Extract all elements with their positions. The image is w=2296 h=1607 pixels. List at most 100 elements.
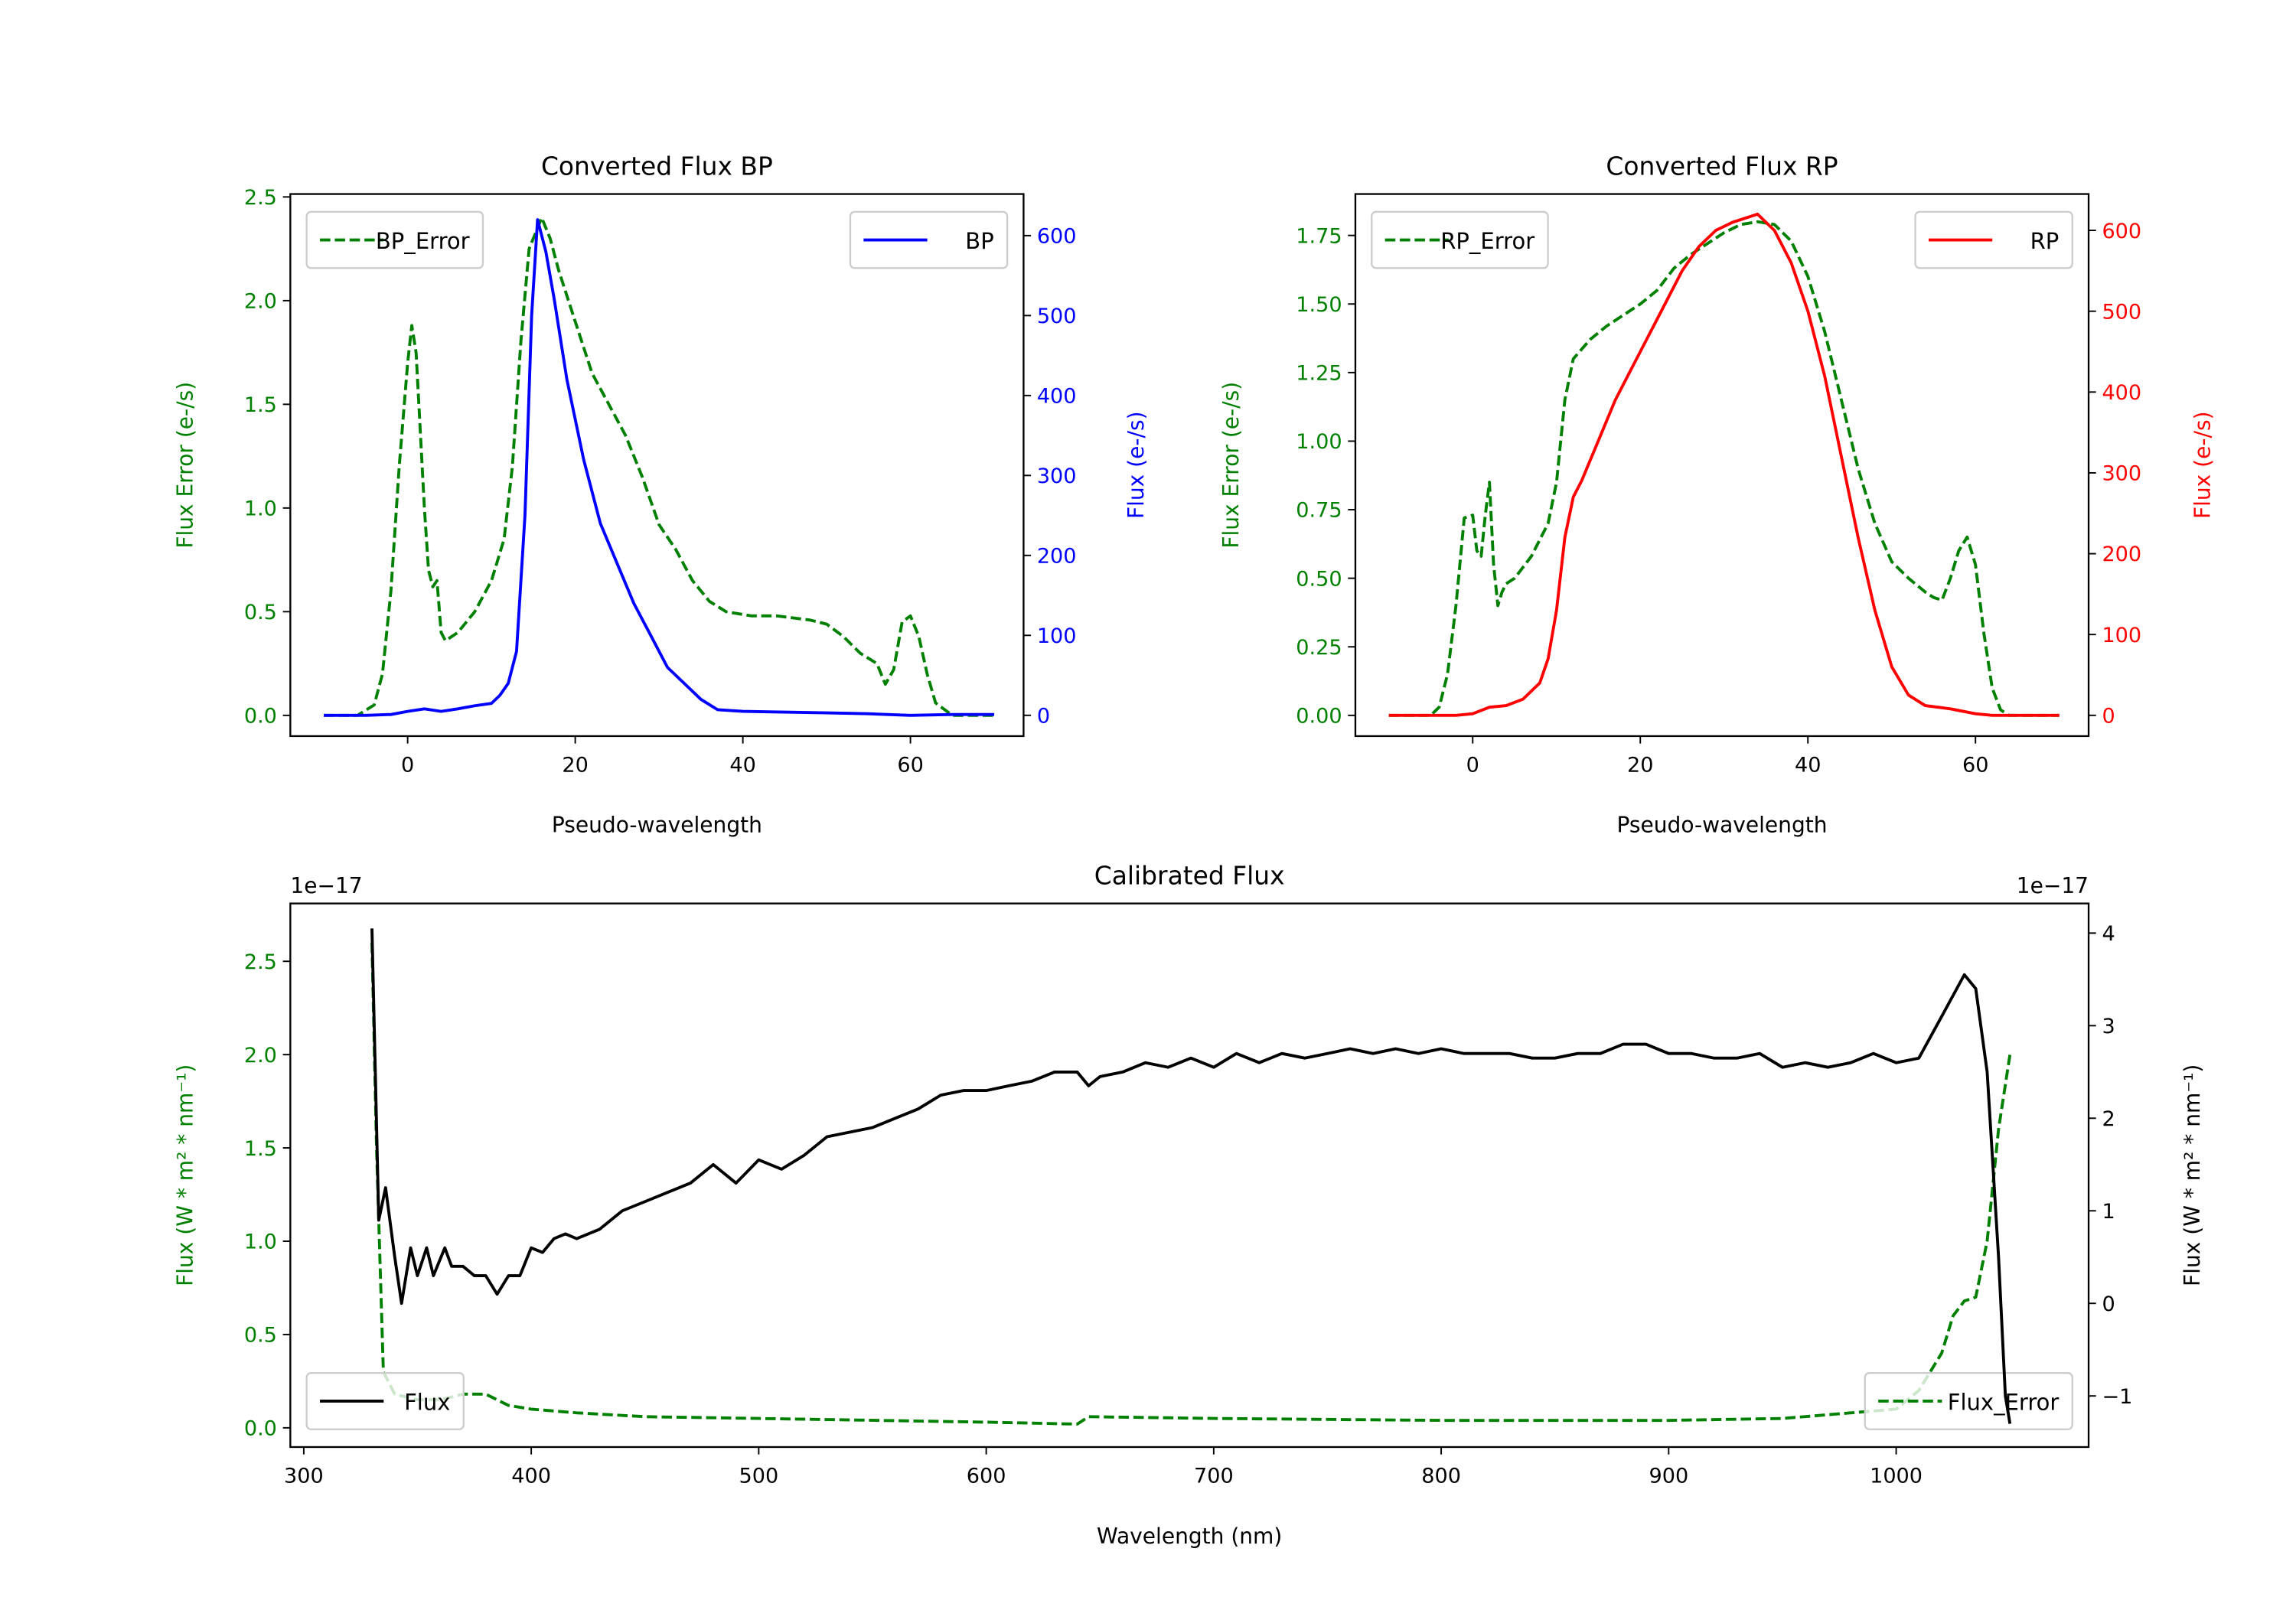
left-y-tick-label: 2.0	[244, 290, 277, 314]
left-y-tick-label: 1.5	[244, 1137, 277, 1161]
legend-bp-error: BP_Error	[305, 210, 484, 269]
right-y-tick-label: 500	[2102, 300, 2141, 324]
right-y-tick-label: 100	[1037, 624, 1077, 648]
legend-rp: RP	[1914, 210, 2073, 269]
left-y-axis-label: Flux (W * m² * nm⁻¹)	[173, 1064, 198, 1286]
legend-label: Flux	[404, 1390, 450, 1416]
legend-box	[1864, 1372, 2073, 1430]
x-tick-label: 400	[511, 1464, 551, 1488]
right-y-tick-label: 600	[2102, 220, 2141, 243]
right-y-tick-label: 200	[1037, 544, 1077, 568]
x-tick-label: 40	[1795, 753, 1821, 777]
x-tick-label: 60	[1962, 753, 1988, 777]
left-y-tick-label: 0.5	[244, 1324, 277, 1348]
right-y-tick-label: 300	[2102, 462, 2141, 486]
x-tick-label: 900	[1649, 1464, 1688, 1488]
left-y-tick-label: 0.0	[244, 705, 277, 729]
x-axis-label: Pseudo-wavelength	[552, 813, 762, 838]
x-tick-label: 0	[401, 753, 414, 777]
series-line-flux	[370, 928, 2012, 1424]
legend-flux: Flux	[305, 1372, 465, 1430]
chart-calibrated-flux: Calibrated Flux Wavelength (nm) Flux (W * …	[173, 860, 2206, 1548]
left-y-tick-label: 1.00	[1296, 430, 1342, 454]
x-axis-label: Pseudo-wavelength	[1616, 813, 1827, 838]
right-y-axis-label: Flux (e-/s)	[2190, 411, 2216, 519]
chart-converted-flux-rp: Converted Flux RP Pseudo-wavelength Flux E…	[1218, 151, 2216, 837]
legend-rp-error: RP_Error	[1371, 210, 1549, 269]
left-y-axis-label: Flux Error (e-/s)	[1218, 382, 1244, 549]
series-line-bp-error	[324, 216, 995, 717]
left-y-tick-label: 0.0	[244, 1417, 277, 1441]
x-tick-label: 800	[1421, 1464, 1461, 1488]
right-y-tick-label: 400	[2102, 381, 2141, 405]
right-y-tick-label: 0	[1037, 704, 1050, 728]
series-line-rp-error	[1388, 220, 2060, 717]
left-y-axis-label: Flux Error (e-/s)	[173, 382, 198, 549]
left-y-tick-label: 1.5	[244, 393, 277, 417]
right-y-tick-label: 300	[1037, 464, 1077, 488]
right-y-tick-label: 400	[1037, 385, 1077, 409]
right-y-tick-label: 3	[2102, 1015, 2115, 1038]
left-y-tick-label: 0.75	[1296, 499, 1342, 523]
left-y-tick-label: 0.25	[1296, 636, 1342, 660]
right-y-tick-label: 1	[2102, 1200, 2115, 1224]
x-tick-label: 20	[1627, 753, 1653, 777]
right-y-axis-label: Flux (W * m² * nm⁻¹)	[2180, 1064, 2205, 1286]
right-y-tick-label: 0	[2102, 1292, 2115, 1316]
chart-title: Converted Flux BP	[541, 151, 773, 181]
legend-label: BP_Error	[376, 228, 470, 254]
left-y-tick-label: 1.0	[244, 1231, 277, 1254]
legend-box	[305, 1372, 465, 1430]
right-y-tick-label: 500	[1037, 305, 1077, 328]
right-offset-text: 1e−17	[2017, 873, 2089, 898]
legend-box	[1371, 210, 1549, 269]
right-y-tick-label: 200	[2102, 543, 2141, 566]
right-y-tick-label: 600	[1037, 225, 1077, 249]
x-tick-label: 0	[1466, 753, 1479, 777]
right-y-axis-label: Flux (e-/s)	[1124, 411, 1149, 519]
axes-frame	[289, 902, 2090, 1449]
x-tick-label: 1000	[1870, 1464, 1923, 1488]
left-y-tick-label: 1.25	[1296, 362, 1342, 386]
left-y-tick-label: 0.00	[1296, 705, 1342, 729]
x-tick-label: 20	[562, 753, 588, 777]
left-y-tick-label: 1.75	[1296, 224, 1342, 248]
chart-title: Converted Flux RP	[1606, 151, 1838, 181]
legend-box	[305, 210, 484, 269]
left-y-tick-label: 1.50	[1296, 293, 1342, 317]
left-y-tick-label: 0.5	[244, 601, 277, 624]
legend-label: RP_Error	[1440, 228, 1534, 254]
axes-frame	[289, 193, 1025, 738]
chart-title: Calibrated Flux	[1094, 860, 1285, 890]
right-y-tick-label: −1	[2102, 1385, 2132, 1409]
legend-box	[1914, 210, 2073, 269]
left-y-tick-label: 2.5	[244, 186, 277, 210]
x-tick-label: 600	[967, 1464, 1006, 1488]
chart-converted-flux-bp: Converted Flux BP Pseudo-wavelength Flux E…	[173, 151, 1150, 837]
x-tick-label: 300	[284, 1464, 324, 1488]
series-line-bp	[324, 218, 995, 717]
left-y-tick-label: 2.5	[244, 950, 277, 974]
right-y-tick-label: 4	[2102, 922, 2115, 946]
series-line-rp	[1388, 212, 2060, 717]
right-y-tick-label: 0	[2102, 704, 2115, 728]
legend-label: RP	[2030, 228, 2060, 254]
right-y-tick-label: 100	[2102, 624, 2141, 647]
x-axis-label: Wavelength (nm)	[1097, 1524, 1282, 1549]
x-tick-label: 60	[897, 753, 923, 777]
axes-frame	[1354, 193, 2090, 738]
left-offset-text: 1e−17	[290, 873, 362, 898]
legend-flux-error: Flux_Error	[1864, 1372, 2073, 1430]
x-tick-label: 700	[1194, 1464, 1234, 1488]
x-tick-label: 500	[739, 1464, 779, 1488]
x-tick-label: 40	[729, 753, 755, 777]
left-y-tick-label: 2.0	[244, 1044, 277, 1068]
right-y-tick-label: 2	[2102, 1107, 2115, 1131]
legend-box	[849, 210, 1009, 269]
legend-label: BP	[965, 228, 993, 254]
legend-bp: BP	[849, 210, 1009, 269]
legend-label: Flux_Error	[1948, 1390, 2060, 1416]
left-y-tick-label: 1.0	[244, 497, 277, 521]
left-y-tick-label: 0.50	[1296, 567, 1342, 591]
